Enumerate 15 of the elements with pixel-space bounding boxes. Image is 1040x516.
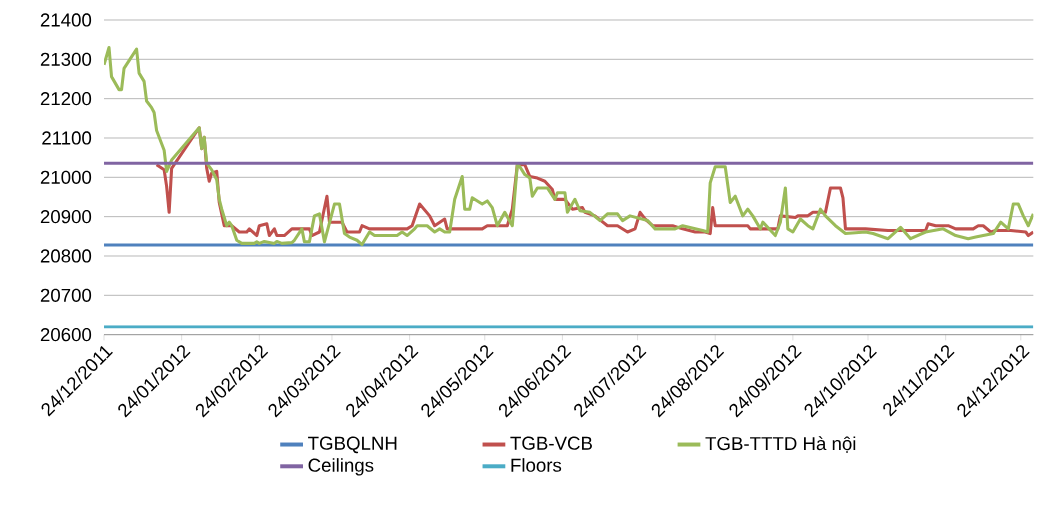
legend-label: TGB-VCB — [510, 436, 592, 450]
y-tick-label: 21100 — [42, 131, 92, 145]
y-tick-label: 21000 — [40, 170, 92, 184]
y-tick-label: 21400 — [40, 13, 92, 27]
legend-label: Ceilings — [308, 458, 374, 476]
y-tick-label: 20600 — [40, 328, 92, 342]
y-tick-label: 20800 — [40, 249, 92, 263]
y-tick-label: 20900 — [40, 210, 92, 224]
legend-label: TGB-TTTD Hà nội — [705, 436, 856, 453]
legend-label: Floors — [511, 458, 562, 472]
y-tick-label: 20700 — [40, 288, 92, 302]
y-tick-label: 21300 — [40, 52, 92, 66]
legend-label: TGBQLNH — [308, 436, 397, 454]
y-tick-label: 21200 — [40, 92, 92, 106]
line-series — [104, 45, 1034, 247]
